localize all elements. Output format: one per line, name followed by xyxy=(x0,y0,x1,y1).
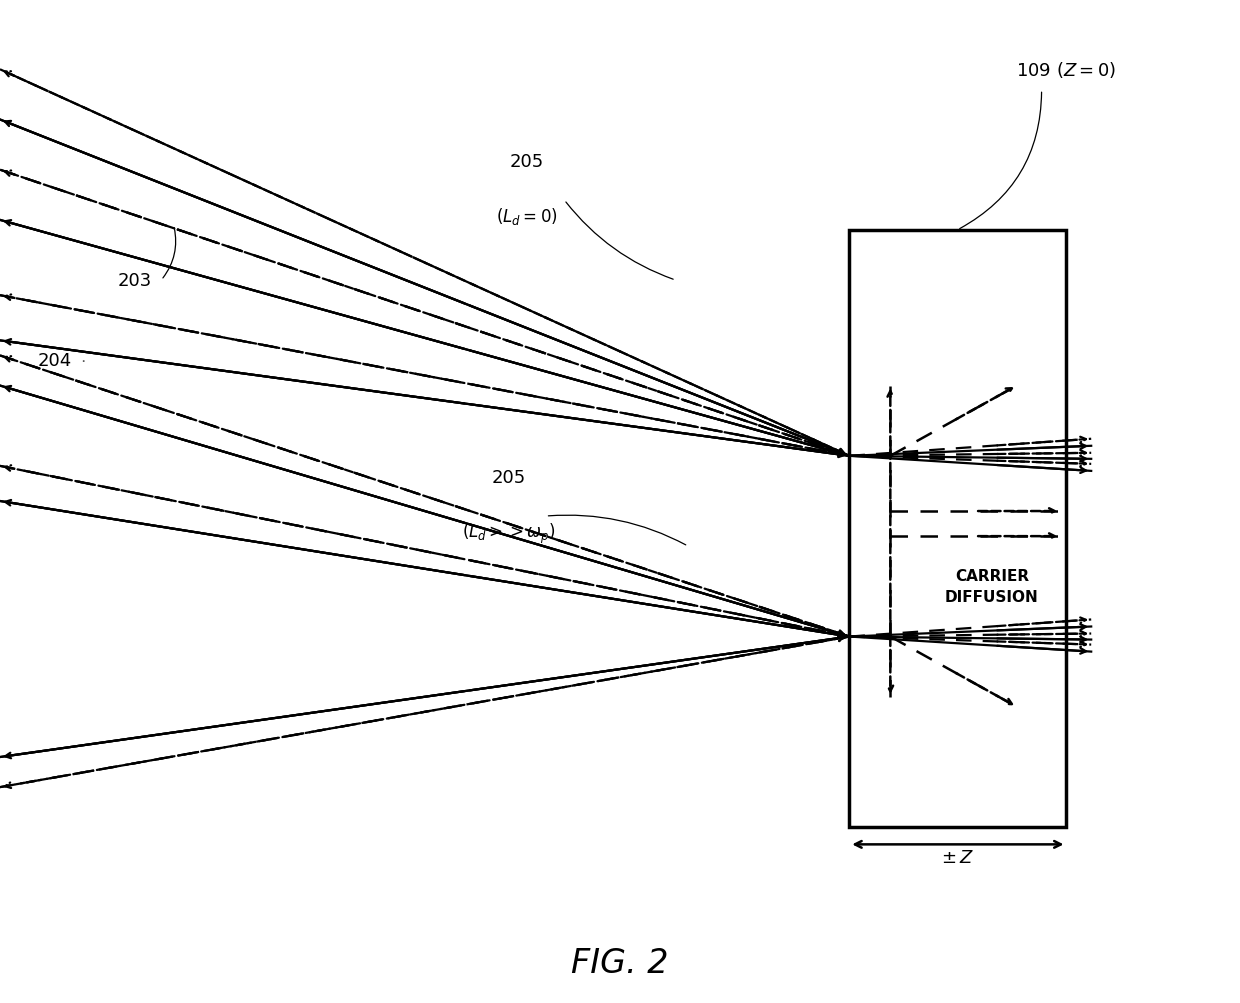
Text: $\pm\,Z$: $\pm\,Z$ xyxy=(941,849,973,867)
Text: $(L_d = 0)$: $(L_d = 0)$ xyxy=(496,206,558,227)
Text: CARRIER
DIFFUSION: CARRIER DIFFUSION xyxy=(945,569,1039,605)
Text: 205: 205 xyxy=(510,152,544,171)
Text: 109 $(Z = 0)$: 109 $(Z = 0)$ xyxy=(1017,60,1116,80)
Text: FIG. 2: FIG. 2 xyxy=(572,947,668,979)
Text: 205: 205 xyxy=(491,468,526,486)
Text: $(L_d >> \omega_p)$: $(L_d >> \omega_p)$ xyxy=(461,522,556,546)
Bar xyxy=(849,231,1066,827)
Text: 204: 204 xyxy=(37,352,72,370)
Text: 203: 203 xyxy=(118,272,153,290)
